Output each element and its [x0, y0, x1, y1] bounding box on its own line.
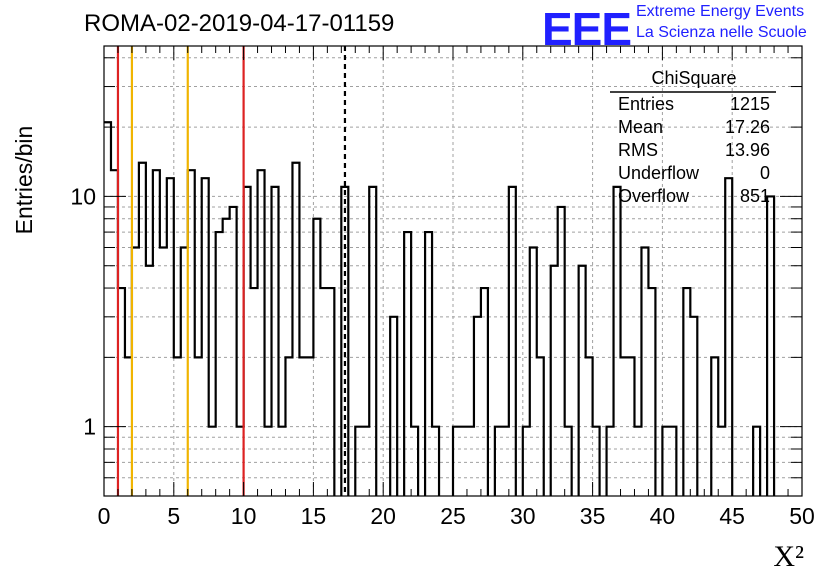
- x-tick-label: 40: [650, 503, 676, 529]
- axis-ticks: [103, 46, 803, 496]
- stats-value-overflow: 851: [740, 186, 770, 206]
- stats-box: ChiSquare Entries 1215 Mean 17.26 RMS 13…: [610, 68, 776, 206]
- stats-title: ChiSquare: [651, 68, 736, 88]
- logo-line-1: Extreme Energy Events: [636, 3, 805, 20]
- y-tick-label: 10: [70, 183, 96, 209]
- x-tick-label: 50: [789, 503, 815, 529]
- stats-value-rms: 13.96: [725, 140, 770, 160]
- stats-value-mean: 17.26: [725, 117, 770, 137]
- x-tick-label: 35: [580, 503, 606, 529]
- x-tick-label: 15: [301, 503, 327, 529]
- x-axis-label: X²: [773, 540, 804, 572]
- marker-lines: [116, 46, 347, 496]
- stats-label-overflow: Overflow: [618, 186, 690, 206]
- y-tick-labels: 1 10: [70, 183, 96, 439]
- histogram-series: [104, 121, 776, 496]
- x-tick-labels: 0 5 10 15 20 25 30 35 40 45 50: [98, 503, 815, 529]
- y-axis-label: Entries/bin: [11, 126, 37, 235]
- stats-value-underflow: 0: [760, 163, 770, 183]
- x-tick-label: 30: [510, 503, 536, 529]
- logo-line-2: La Scienza nelle Scuole: [636, 24, 807, 41]
- stats-label-mean: Mean: [618, 117, 663, 137]
- stats-label-underflow: Underflow: [618, 163, 700, 183]
- histogram-bins: [104, 121, 776, 496]
- x-tick-label: 5: [167, 503, 180, 529]
- stats-value-entries: 1215: [730, 94, 770, 114]
- stats-label-rms: RMS: [618, 140, 658, 160]
- x-tick-label: 20: [370, 503, 396, 529]
- x-tick-label: 10: [231, 503, 257, 529]
- x-tick-label: 45: [719, 503, 745, 529]
- y-tick-label: 1: [83, 414, 96, 440]
- x-tick-label: 25: [440, 503, 466, 529]
- x-tick-label: 0: [98, 503, 111, 529]
- stats-label-entries: Entries: [618, 94, 674, 114]
- chart-title: ROMA-02-2019-04-17-01159: [84, 10, 395, 37]
